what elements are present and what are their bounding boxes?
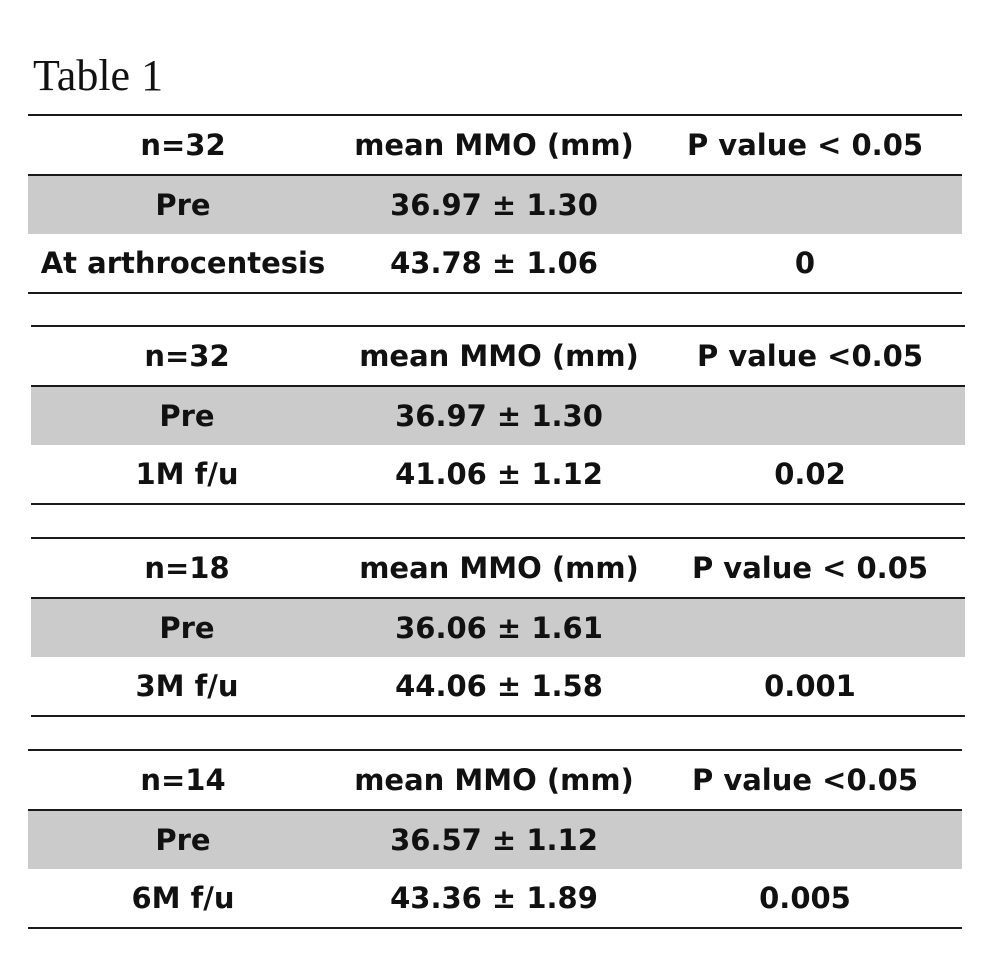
data-table-3: n=18 mean MMO (mm) P value < 0.05 Pre 36…: [31, 537, 965, 717]
table-row: 1M f/u 41.06 ± 1.12 0.02: [31, 445, 965, 503]
row-label: At arthrocentesis: [40, 246, 326, 280]
header-measure: mean MMO (mm): [354, 128, 634, 162]
row-label: Pre: [155, 823, 211, 857]
header-measure: mean MMO (mm): [354, 763, 634, 797]
row-label: 1M f/u: [135, 457, 239, 491]
row-value: 36.97 ± 1.30: [395, 399, 603, 433]
header-n: n=18: [144, 551, 230, 585]
header-p-value: P value <0.05: [696, 339, 924, 373]
header-p-value: P value < 0.05: [686, 128, 924, 162]
row-value: 41.06 ± 1.12: [395, 457, 603, 491]
row-value: 44.06 ± 1.58: [395, 669, 603, 703]
table-title: Table 1: [33, 51, 164, 100]
header-n: n=32: [140, 128, 226, 162]
table-row: Pre 36.97 ± 1.30: [28, 176, 962, 234]
table-row: At arthrocentesis 43.78 ± 1.06 0: [28, 234, 962, 292]
data-table-1: n=32 mean MMO (mm) P value < 0.05 Pre 36…: [28, 114, 962, 294]
row-value: 36.57 ± 1.12: [390, 823, 598, 857]
header-n: n=14: [140, 763, 226, 797]
row-p-value: 0.02: [774, 457, 846, 491]
row-label: 6M f/u: [131, 881, 235, 915]
table-header-row: n=32 mean MMO (mm) P value <0.05: [31, 327, 965, 387]
table-row: Pre 36.97 ± 1.30: [31, 387, 965, 445]
data-table-4: n=14 mean MMO (mm) P value <0.05 Pre 36.…: [28, 749, 962, 929]
header-n: n=32: [144, 339, 230, 373]
row-p-value: 0.005: [759, 881, 851, 915]
table-row: Pre 36.57 ± 1.12: [28, 811, 962, 869]
table-header-row: n=18 mean MMO (mm) P value < 0.05: [31, 539, 965, 599]
row-value: 36.06 ± 1.61: [395, 611, 603, 645]
header-p-value: P value < 0.05: [691, 551, 929, 585]
row-value: 43.36 ± 1.89: [390, 881, 598, 915]
row-label: Pre: [155, 188, 211, 222]
table-row: 3M f/u 44.06 ± 1.58 0.001: [31, 657, 965, 715]
header-measure: mean MMO (mm): [359, 339, 639, 373]
table-header-row: n=14 mean MMO (mm) P value <0.05: [28, 751, 962, 811]
row-value: 36.97 ± 1.30: [390, 188, 598, 222]
table-row: 6M f/u 43.36 ± 1.89 0.005: [28, 869, 962, 927]
row-p-value: 0.001: [764, 669, 856, 703]
row-p-value: 0: [794, 246, 816, 280]
header-p-value: P value <0.05: [691, 763, 919, 797]
header-measure: mean MMO (mm): [359, 551, 639, 585]
row-label: 3M f/u: [135, 669, 239, 703]
row-label: Pre: [159, 399, 215, 433]
table-row: Pre 36.06 ± 1.61: [31, 599, 965, 657]
data-table-2: n=32 mean MMO (mm) P value <0.05 Pre 36.…: [31, 325, 965, 505]
row-value: 43.78 ± 1.06: [390, 246, 598, 280]
row-label: Pre: [159, 611, 215, 645]
table-header-row: n=32 mean MMO (mm) P value < 0.05: [28, 116, 962, 176]
